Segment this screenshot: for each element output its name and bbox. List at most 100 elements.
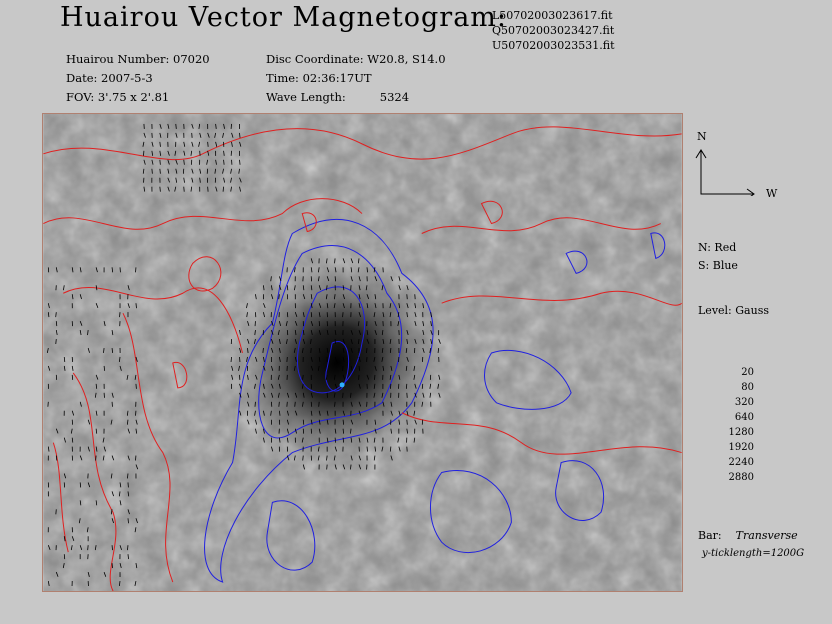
transverse-bar (326, 437, 329, 443)
bar-label: Bar: Transverse (698, 529, 798, 542)
transverse-bar (342, 285, 345, 291)
transverse-bar (326, 330, 329, 336)
transverse-bar (422, 330, 425, 336)
transverse-bar (413, 410, 416, 416)
transverse-bar (342, 419, 345, 425)
transverse-bar (127, 303, 130, 309)
transverse-bar (127, 473, 129, 479)
transverse-bar (318, 285, 322, 291)
transverse-bar (63, 356, 66, 362)
transverse-bar (199, 177, 201, 183)
transverse-bar (55, 455, 58, 461)
transverse-bar (302, 330, 305, 336)
transverse-bar (199, 168, 202, 174)
transverse-bar (358, 329, 361, 335)
transverse-bar (286, 437, 289, 443)
level-6: 1920 (728, 442, 754, 453)
transverse-bar (270, 410, 272, 416)
transverse-bar (357, 321, 360, 327)
transverse-bar (238, 168, 240, 174)
transverse-bar (270, 392, 274, 398)
transverse-bar (414, 321, 417, 327)
transverse-bar (247, 392, 250, 398)
transverse-bar (103, 321, 106, 327)
transverse-bar (103, 347, 105, 354)
transverse-bar (366, 303, 369, 309)
transverse-bar (79, 401, 82, 407)
transverse-bar (389, 347, 392, 354)
transverse-bar (191, 168, 194, 174)
level-7: 2240 (728, 457, 754, 468)
transverse-bar (263, 437, 265, 443)
transverse-bar (310, 356, 313, 362)
transverse-bar (183, 159, 185, 165)
transverse-field-bars (46, 123, 441, 587)
transverse-bar (126, 374, 129, 380)
transverse-bar (389, 446, 392, 452)
transverse-bar (421, 401, 424, 407)
transverse-bar (438, 392, 441, 398)
transverse-bar (357, 258, 360, 264)
transverse-bar (382, 365, 385, 371)
transverse-bar (350, 428, 352, 434)
transverse-bar (293, 455, 296, 461)
transverse-bar (389, 303, 392, 309)
transverse-bar (135, 428, 138, 434)
transverse-bar (381, 285, 384, 291)
transverse-bar (255, 428, 257, 434)
transverse-bar (239, 141, 242, 147)
transverse-bar (437, 347, 440, 354)
transverse-bar (231, 365, 234, 371)
transverse-bar (350, 392, 352, 398)
transverse-bar (135, 419, 138, 425)
transverse-bar (406, 419, 408, 425)
transverse-bar (350, 258, 354, 264)
transverse-bar (342, 338, 345, 344)
transverse-bar (55, 339, 57, 345)
transverse-bar (286, 410, 289, 416)
level-2: 80 (741, 382, 754, 393)
transverse-bar (430, 312, 432, 318)
transverse-bar (301, 383, 304, 389)
level-unit-label: Level: Gauss (698, 304, 769, 317)
transverse-bar (102, 437, 105, 443)
transverse-bar (302, 464, 305, 470)
transverse-bar (422, 392, 425, 398)
transverse-bar (111, 347, 114, 354)
transverse-bar (437, 383, 440, 389)
transverse-bar (310, 303, 313, 309)
transverse-bar (95, 455, 97, 461)
transverse-bar (374, 428, 377, 434)
transverse-bar (373, 455, 376, 461)
transverse-bar (215, 141, 218, 147)
transverse-bar (342, 374, 346, 380)
transverse-bar (278, 347, 281, 353)
transverse-bar (293, 267, 296, 273)
tick-length-label: y-ticklength=1200G (702, 548, 805, 559)
transverse-bar (95, 267, 98, 273)
transverse-bar (374, 365, 377, 371)
transverse-bar (278, 437, 281, 443)
transverse-bar (342, 464, 346, 470)
south-contours (204, 218, 666, 583)
transverse-bar (135, 563, 138, 569)
transverse-bar (398, 276, 401, 282)
level-4: 640 (734, 412, 754, 423)
contour-levels: 20 80 320 640 1280 1920 2240 2880 (722, 365, 754, 485)
transverse-bar (134, 527, 137, 533)
transverse-bar (134, 580, 137, 586)
transverse-bar (366, 294, 370, 300)
transverse-bar (207, 141, 209, 147)
transverse-bar (71, 294, 74, 300)
transverse-bar (87, 446, 90, 452)
transverse-bar (62, 285, 65, 291)
transverse-bar (263, 356, 265, 362)
transverse-bar (389, 374, 392, 380)
transverse-bar (246, 356, 248, 362)
transverse-bar (71, 267, 74, 273)
transverse-bar (79, 294, 82, 300)
transverse-bar (277, 374, 280, 380)
level-8: 2880 (728, 472, 754, 483)
transverse-bar (230, 168, 232, 174)
transverse-bar (294, 338, 297, 344)
